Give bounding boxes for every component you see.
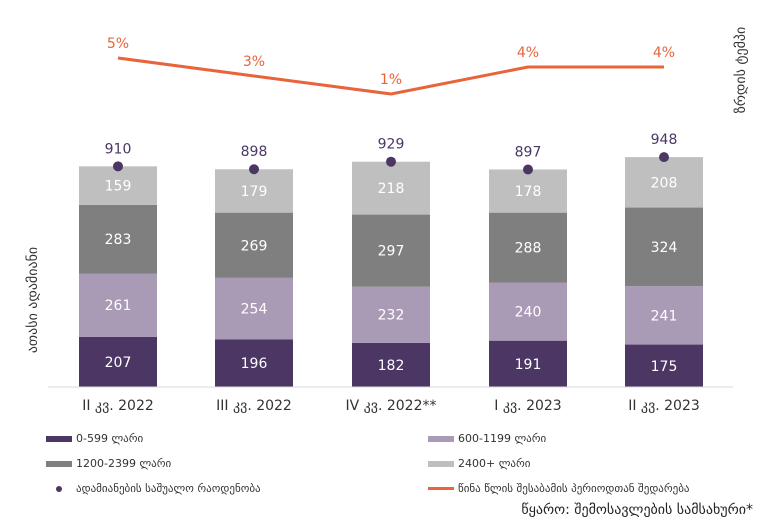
bar-value-label: 283 <box>105 232 132 248</box>
legend-label: 600-1199 ლარი <box>458 432 547 445</box>
legend-swatch <box>46 460 72 467</box>
bar-value-label: 288 <box>515 241 542 257</box>
average-value-label: 929 <box>378 137 405 153</box>
bar-segment <box>79 273 157 337</box>
growth-value-label: 5% <box>107 36 129 52</box>
bar-value-label: 159 <box>105 179 132 195</box>
growth-value-label: 1% <box>380 72 402 88</box>
x-tick-label: I კვ. 2023 <box>494 398 561 414</box>
x-tick-labels: II კვ. 2022 III კვ. 2022 IV კვ. 2022** I კვ… <box>82 398 700 414</box>
legend-item-0-599: 0-599 ლარი <box>46 432 143 445</box>
growth-line-layer: 5% 3% 1% 4% 4% <box>107 36 675 96</box>
average-dot <box>249 164 259 175</box>
bar-value-label: 269 <box>241 238 268 254</box>
legend-label: ადამიანების საშუალო რაოდენობა <box>76 482 261 495</box>
bar-value-label: 261 <box>105 298 132 314</box>
average-value-label: 948 <box>651 132 678 148</box>
bar-segment <box>215 212 293 278</box>
growth-value-label: 4% <box>653 45 675 61</box>
bar-segment <box>352 214 430 287</box>
bar-segment <box>215 169 293 213</box>
bar-value-label: 208 <box>651 175 678 191</box>
bar-segment <box>625 344 703 387</box>
legend-label: 2400+ ლარი <box>458 457 531 470</box>
bar-segment <box>489 212 567 283</box>
bar-segment <box>625 286 703 345</box>
source-note: წყარო: შემოსავლების სამსახური* <box>521 502 753 518</box>
bar-value-label: 232 <box>378 308 405 324</box>
legend-item-600-1199: 600-1199 ლარი <box>428 432 546 445</box>
legend-item-2400plus: 2400+ ლარი <box>428 457 530 470</box>
bar-value-label: 196 <box>241 356 268 372</box>
legend-item-growth: წინა წლის შესაბამის პერიოდთან შედარება <box>428 482 690 495</box>
legend-swatch <box>428 460 454 467</box>
bar-value-label: 178 <box>515 184 542 200</box>
bar-segment <box>625 207 703 287</box>
bars-layer: 207 261 283 159 196 254 269 179 182 232 297 218 191 2… <box>79 157 703 387</box>
bar-segment <box>489 340 567 387</box>
bar-segment <box>352 342 430 387</box>
average-dot <box>523 164 533 175</box>
average-dot <box>113 161 123 172</box>
legend-swatch <box>428 435 454 442</box>
bar-value-label: 182 <box>378 358 405 374</box>
average-dot <box>659 152 669 163</box>
bar-value-label: 254 <box>241 302 268 318</box>
average-value-label: 897 <box>515 144 542 160</box>
average-dots-layer: 910 898 929 897 948 <box>105 132 678 175</box>
average-dot <box>386 156 396 167</box>
bar-value-label: 297 <box>378 244 405 260</box>
bar-value-label: 240 <box>515 305 542 321</box>
bar-value-label: 191 <box>515 357 542 373</box>
bar-segment <box>215 277 293 340</box>
x-tick-label: III კვ. 2022 <box>216 398 292 414</box>
bar-segment <box>79 336 157 387</box>
bar-segment <box>215 339 293 387</box>
legend-item-average: ადამიანების საშუალო რაოდენობა <box>46 482 261 495</box>
growth-value-label: 3% <box>243 54 265 70</box>
growth-line <box>117 56 664 96</box>
bar-segment <box>352 161 430 215</box>
legend-swatch <box>46 435 72 442</box>
bar-value-label: 241 <box>651 308 678 324</box>
x-tick-label: II კვ. 2022 <box>82 398 154 414</box>
y-axis-title: ათასი ადამიანი <box>25 246 41 354</box>
legend-dot <box>56 485 62 492</box>
legend-label: წინა წლის შესაბამის პერიოდთან შედარება <box>458 482 690 495</box>
legend-label: 1200-2399 ლარი <box>76 457 172 470</box>
growth-value-label: 4% <box>517 45 539 61</box>
growth-axis-title: ზრდის ტემპი <box>733 26 749 114</box>
bar-segment <box>489 282 567 341</box>
bar-segment <box>489 169 567 213</box>
bar-value-label: 218 <box>378 181 405 197</box>
bar-value-label: 175 <box>651 359 678 375</box>
bar-segment <box>79 204 157 274</box>
bar-segment <box>625 157 703 208</box>
x-tick-label: IV კვ. 2022** <box>345 398 436 414</box>
bar-value-label: 179 <box>241 184 268 200</box>
bar-segment <box>352 286 430 343</box>
legend-label: 0-599 ლარი <box>76 432 144 445</box>
bar-value-label: 324 <box>651 240 678 256</box>
x-tick-label: II კვ. 2023 <box>628 398 700 414</box>
bar-value-label: 207 <box>105 355 132 371</box>
legend-line <box>428 487 454 490</box>
legend-item-1200-2399: 1200-2399 ლარი <box>46 457 171 470</box>
average-value-label: 910 <box>105 141 132 157</box>
bar-segment <box>79 166 157 205</box>
average-value-label: 898 <box>241 144 268 160</box>
